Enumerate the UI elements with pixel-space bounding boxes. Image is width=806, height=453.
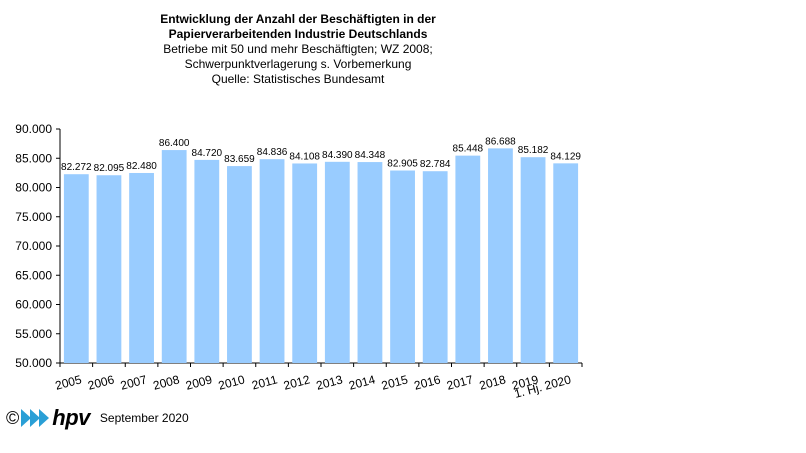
data-label: 86.400 <box>159 138 190 149</box>
x-tick-label: 2019 <box>510 372 540 393</box>
y-tick-label: 65.000 <box>15 268 52 282</box>
chart-title-line-2: Papierverarbeitenden Industrie Deutschla… <box>168 27 428 41</box>
data-label: 84.348 <box>355 150 386 161</box>
chart-subtitle-line-2: Schwerpunktverlagerung s. Vorbemerkung <box>184 57 412 71</box>
footer-date: September 2020 <box>99 411 189 425</box>
y-tick-label: 85.000 <box>15 151 52 165</box>
x-tick-label: 2017 <box>445 372 475 393</box>
data-label: 82.272 <box>61 162 92 173</box>
footer: © hpv September 2020 <box>6 405 189 430</box>
chart-source-line: Quelle: Statistisches Bundesamt <box>211 72 385 86</box>
data-label: 82.784 <box>420 159 451 170</box>
data-label: 84.836 <box>257 147 288 158</box>
bar <box>259 159 285 363</box>
x-tick-label: 2013 <box>315 372 345 393</box>
y-tick-label: 80.000 <box>15 181 52 195</box>
data-label: 82.480 <box>126 161 157 172</box>
data-label: 83.659 <box>224 154 255 165</box>
bar <box>161 150 187 363</box>
x-tick-label: 2010 <box>217 372 247 393</box>
bar <box>292 163 318 363</box>
hpv-logo-text: hpv <box>52 405 90 430</box>
y-tick-label: 75.000 <box>15 210 52 224</box>
y-tick-label: 55.000 <box>15 327 52 341</box>
x-tick-label: 2018 <box>478 372 508 393</box>
data-label: 84.129 <box>550 151 581 162</box>
chart-title-line-1: Entwicklung der Anzahl der Beschäftigten… <box>160 12 436 26</box>
chart-title-block: Entwicklung der Anzahl der Beschäftigten… <box>128 12 468 87</box>
bar <box>96 175 122 363</box>
data-label: 85.448 <box>453 144 484 155</box>
data-label: 84.720 <box>192 148 223 159</box>
bar <box>194 159 220 363</box>
x-tick-label: 2011 <box>250 372 279 392</box>
bar <box>488 148 513 363</box>
bar <box>129 172 154 363</box>
x-tick-label: 2015 <box>380 372 410 393</box>
y-tick-label: 50.000 <box>15 356 52 370</box>
x-tick-label: 2014 <box>347 372 377 393</box>
bar <box>227 166 252 363</box>
data-label: 85.182 <box>518 145 549 156</box>
chart-subtitle-line-1: Betriebe mit 50 und mehr Beschäftigten; … <box>163 42 433 56</box>
y-tick-label: 70.000 <box>15 239 52 253</box>
x-tick-label: 2006 <box>86 372 116 393</box>
bar <box>553 163 579 363</box>
data-label: 82.905 <box>387 159 418 170</box>
x-tick-label: 2007 <box>119 372 149 393</box>
bar <box>390 170 415 363</box>
bar <box>63 174 89 363</box>
x-tick-label: 2008 <box>152 372 182 393</box>
bar <box>324 161 350 363</box>
x-tick-label: 2009 <box>184 372 214 393</box>
y-tick-label: 90.000 <box>15 122 52 136</box>
bar <box>357 162 383 363</box>
x-tick-label: 2005 <box>54 372 84 393</box>
data-label: 82.095 <box>94 163 125 174</box>
copyright-symbol: © <box>6 408 20 428</box>
bar <box>422 171 448 363</box>
y-tick-label: 60.000 <box>15 298 52 312</box>
data-label: 86.688 <box>485 136 516 147</box>
bar <box>520 157 546 363</box>
data-label: 84.390 <box>322 150 353 161</box>
hpv-logo-icon <box>21 409 50 427</box>
x-tick-label: 2016 <box>413 372 443 393</box>
x-tick-label: 2012 <box>282 372 312 393</box>
bar <box>455 155 481 363</box>
data-label: 84.108 <box>289 151 320 162</box>
